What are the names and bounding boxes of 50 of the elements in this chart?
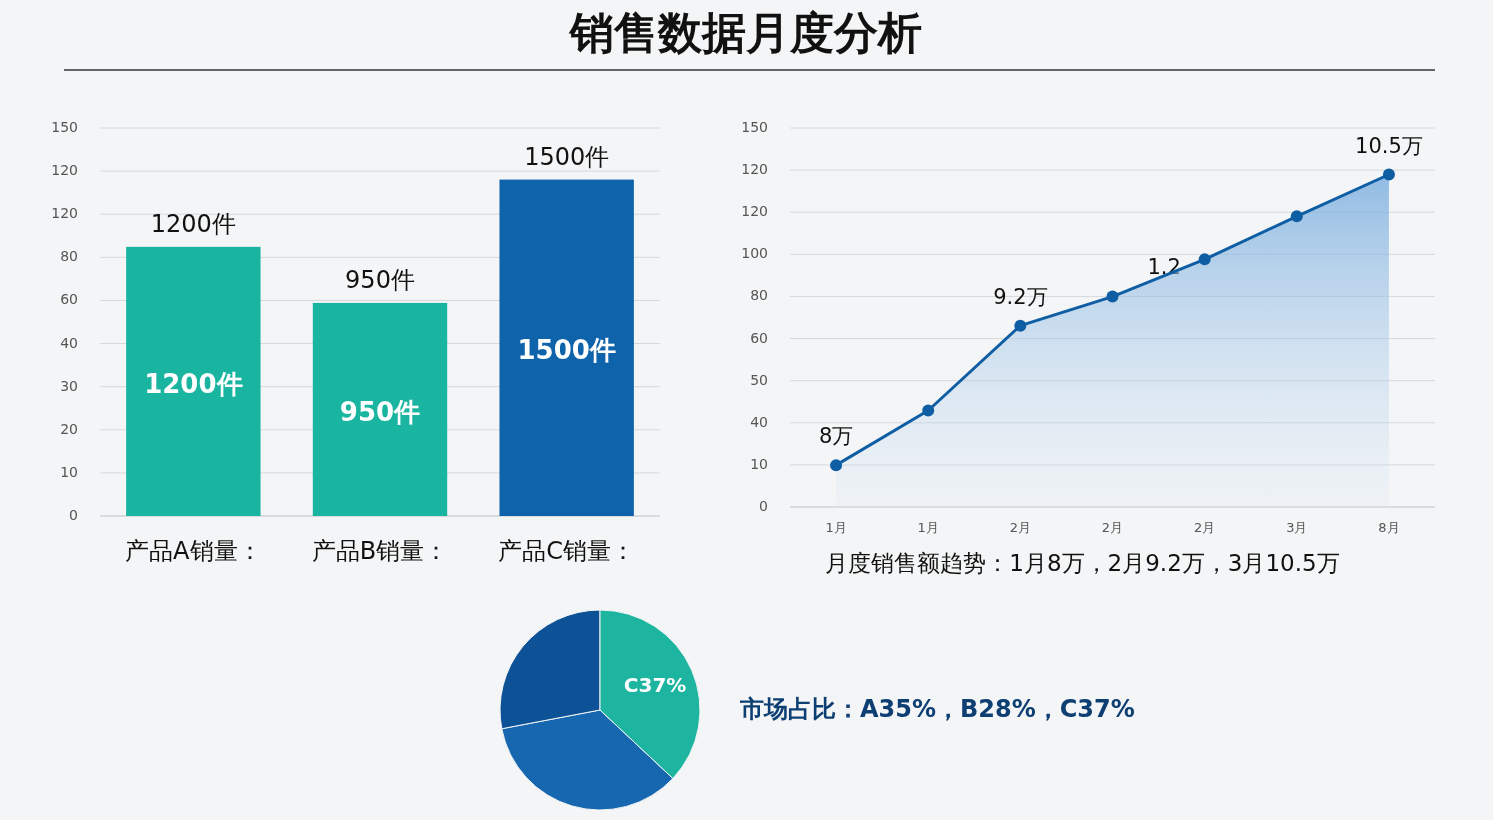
text: ： [237,537,262,565]
text: 20 [60,420,78,437]
text: 市场占比：A35%，B28%，C37% [739,695,1135,723]
point [1382,168,1395,181]
text: 0 [759,498,768,514]
text: 30 [60,377,78,394]
text: 100 [741,245,768,262]
x-tick-label: 2月 [1194,519,1216,535]
text: 40 [750,413,768,430]
x-axis-title: 月度销售额趋势：1月8万，2月9.2万，3月10.5万 [825,549,1340,576]
text: 80 [60,248,78,265]
point [830,459,843,472]
x-tick-label: 2月 [1101,519,1124,535]
x-tick-label: 1月 [825,519,847,535]
text: ： [611,537,636,565]
data-label: 8万 [818,424,854,449]
text: 150 [741,119,768,135]
text: 120 [51,162,78,179]
point [1106,290,1119,303]
text: 80 [750,287,768,304]
text: 50 [750,371,768,388]
text: 1500件 [517,335,616,366]
x-tick-label: 1月 [917,519,939,535]
data-label: 10.5万 [1355,133,1423,158]
x-tick-label: 2月 [1009,519,1031,535]
text: 120 [741,161,768,178]
point [1290,210,1303,223]
x-tick-label: 8月 [1378,519,1400,535]
point [922,404,935,417]
data-label: C37% [623,672,687,697]
chart-title: 销售数据月度分析 [568,7,922,58]
point [1014,319,1027,332]
data-label: 9.2万 [993,284,1048,309]
text: ： [424,537,449,565]
x-tick-label: 3月 [1286,519,1308,535]
text: 40 [60,334,78,351]
text: 10 [60,463,78,480]
point [1198,253,1211,266]
data-label: 1200件 [150,209,236,238]
data-label: 950件 [345,265,415,294]
text: 0 [69,507,78,523]
text: 120 [51,205,78,222]
text: 1200件 [144,368,243,399]
text: 60 [750,329,768,346]
text: 950件 [339,396,421,427]
text: 120 [741,203,768,220]
text: 150 [51,119,78,135]
text: 60 [60,291,78,308]
data-label: 1500件 [524,142,610,171]
text: 10 [750,455,768,472]
